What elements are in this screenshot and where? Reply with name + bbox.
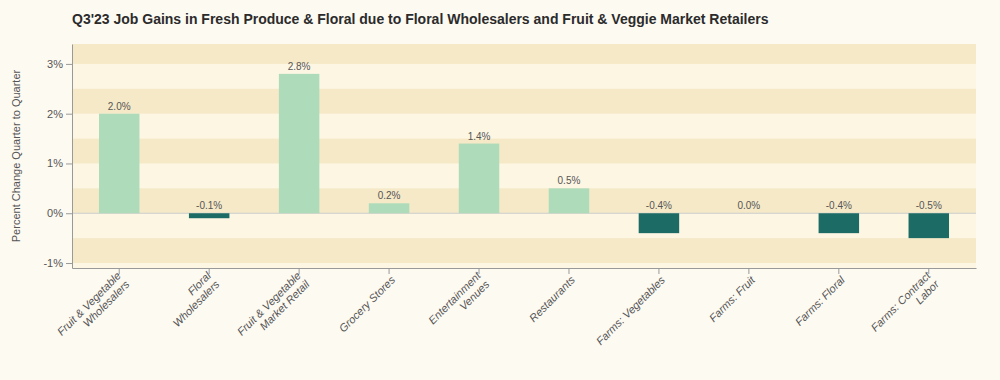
tick: 0%: [47, 207, 72, 219]
tick-label: EntertainmentVenues: [426, 269, 492, 335]
grid-band: [72, 238, 976, 263]
axis-line: [72, 45, 73, 269]
tick-label: Farms: Vegetables: [594, 273, 668, 347]
tick-label: Farms: Fruit: [707, 273, 758, 324]
bar: [369, 203, 409, 213]
bar: [189, 213, 229, 218]
bar: [639, 213, 679, 233]
grid-band: [72, 44, 976, 64]
data-label: 0.2%: [378, 190, 401, 201]
tick-mark: [568, 268, 569, 274]
tick-mark: [66, 163, 72, 164]
tick-label: 1%: [47, 157, 63, 169]
tick-label: -1%: [43, 257, 63, 269]
x-axis: Fruit & VegetableWholesalers FloralWholes…: [55, 268, 977, 347]
data-label: 0.5%: [558, 175, 581, 186]
data-labels: 2.0% -0.1% 2.8% 0.2% 1.4% 0.5% -0.4% 0.0% -0.4% -…: [108, 61, 942, 211]
y-axis: -1% 0% 1% 2% 3%: [43, 45, 72, 270]
grid-band: [72, 89, 976, 114]
plot-background: [72, 44, 976, 268]
tick-mark: [66, 213, 72, 214]
tick-mark: [66, 64, 72, 65]
tick-label: Farms: Floral: [793, 273, 848, 328]
bar: [459, 144, 499, 214]
tick-mark: [389, 268, 390, 274]
tick-label: Restaurants: [527, 273, 578, 324]
tick-mark: [299, 268, 300, 274]
bar: [909, 213, 949, 238]
chart: -1%0%1%2%3%Fruit & VegetableWholesalersF…: [0, 0, 1000, 380]
tick: Restaurants: [527, 268, 578, 324]
bar: [99, 114, 139, 214]
bars: [99, 74, 949, 238]
tick: Grocery Stores: [336, 268, 397, 334]
tick: EntertainmentVenues: [426, 268, 492, 335]
grid-band: [72, 188, 976, 213]
tick-label: Fruit & VegetableWholesalers: [55, 269, 132, 346]
tick: FloralWholesalers: [162, 268, 222, 329]
tick-label: Farms: ContractLabor: [868, 268, 942, 342]
tick-label: FloralWholesalers: [162, 269, 222, 329]
data-label: 0.0%: [737, 200, 760, 211]
tick-mark: [748, 268, 749, 274]
tick: 1%: [47, 157, 72, 169]
tick: Fruit & VegetableWholesalers: [55, 268, 132, 346]
bar: [549, 188, 589, 213]
tick: Farms: Fruit: [707, 268, 758, 324]
tick: Farms: Floral: [793, 268, 848, 328]
data-label: 2.0%: [108, 101, 131, 112]
tick-mark: [928, 268, 929, 274]
tick: 3%: [47, 58, 72, 70]
data-label: -0.5%: [916, 200, 942, 211]
tick: -1%: [43, 257, 72, 269]
data-label: 2.8%: [288, 61, 311, 72]
data-label: -0.4%: [646, 200, 672, 211]
tick-mark: [479, 268, 480, 274]
data-label: -0.4%: [826, 200, 852, 211]
tick-mark: [66, 114, 72, 115]
tick: Farms: Vegetables: [594, 268, 668, 347]
tick-label: 0%: [47, 207, 63, 219]
tick-mark: [119, 268, 120, 274]
tick-label: Fruit & VegetableMarket Retail: [235, 269, 312, 346]
plot-area: [72, 44, 976, 268]
tick: Farms: ContractLabor: [868, 268, 942, 342]
bar: [729, 213, 769, 214]
data-label: 1.4%: [468, 131, 491, 142]
tick-mark: [658, 268, 659, 274]
tick: 2%: [47, 108, 72, 120]
background: [0, 0, 1000, 380]
tick: Fruit & VegetableMarket Retail: [235, 268, 312, 346]
grid-band: [72, 139, 976, 164]
tick-label: 3%: [47, 58, 63, 70]
title: Q3'23 Job Gains in Fresh Produce & Flora…: [72, 11, 769, 27]
bar: [819, 213, 859, 233]
axis-title: Percent Change Quarter to Quarter: [10, 69, 22, 242]
tick-label: 2%: [47, 108, 63, 120]
axis-line: [73, 268, 977, 269]
tick-mark: [838, 268, 839, 274]
tick-mark: [66, 263, 72, 264]
tick-mark: [209, 268, 210, 274]
data-label: -0.1%: [196, 200, 222, 211]
bar: [279, 74, 319, 213]
tick-label: Grocery Stores: [336, 273, 397, 334]
